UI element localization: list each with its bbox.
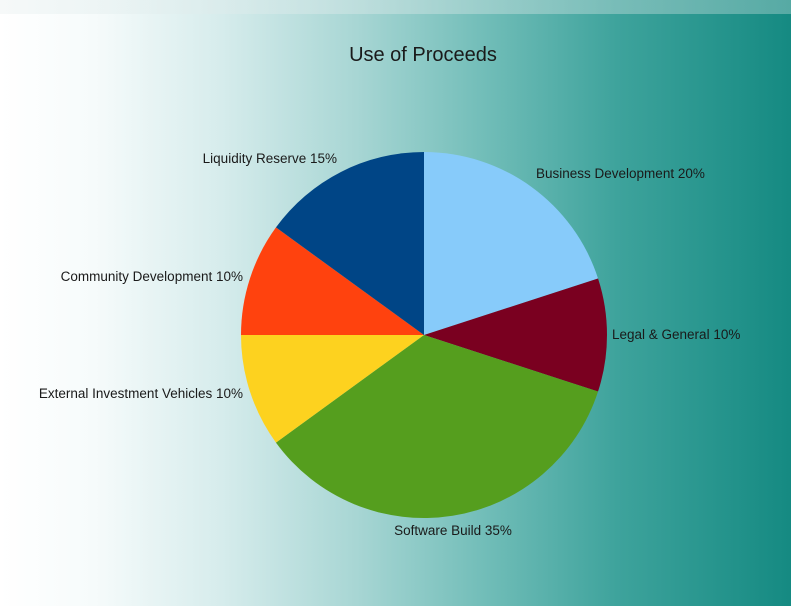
- pie-slice-software-build: [275, 335, 599, 518]
- pie-slice-community-development: [241, 227, 424, 335]
- slice-label-software-build: Software Build 35%: [394, 523, 512, 538]
- top-band: [0, 0, 791, 14]
- pie-slice-business-development: [424, 152, 599, 335]
- chart-title: Use of Proceeds: [349, 44, 497, 66]
- pie-slice-external-investment-vehicles: [241, 335, 424, 443]
- slice-label-external-investment-vehicles: External Investment Vehicles 10%: [39, 386, 243, 401]
- slice-label-community-development: Community Development 10%: [61, 269, 243, 284]
- slice-label-business-development: Business Development 20%: [536, 166, 705, 181]
- pie-slice-legal-general: [424, 278, 607, 392]
- pie-slice-liquidity-reserve: [275, 152, 424, 335]
- slice-label-liquidity-reserve: Liquidity Reserve 15%: [203, 151, 337, 166]
- slice-label-legal-general: Legal & General 10%: [612, 327, 740, 342]
